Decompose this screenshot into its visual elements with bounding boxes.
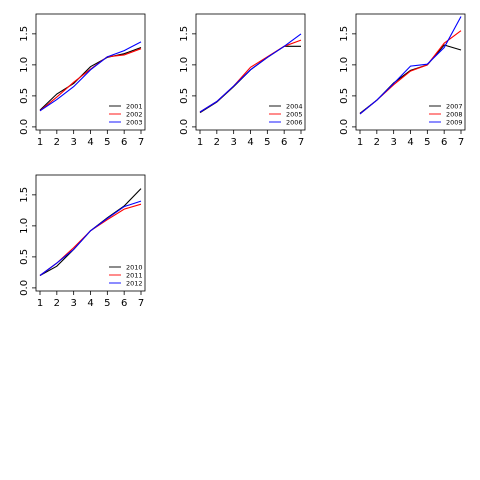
series-line-2001 <box>39 46 142 111</box>
legend-label-2002: 2002 <box>126 110 143 118</box>
y-tick-label: 1.5 <box>179 26 190 42</box>
x-tick-label: 5 <box>104 298 110 309</box>
x-tick-label: 6 <box>441 137 447 148</box>
legend-label-2010: 2010 <box>126 263 143 271</box>
x-tick-label: 6 <box>281 137 287 148</box>
x-tick-label: 5 <box>424 137 430 148</box>
y-tick-label: 1.0 <box>339 57 350 73</box>
x-tick-label: 4 <box>407 137 413 148</box>
y-tick-label: 0.0 <box>19 280 30 296</box>
x-tick-label: 5 <box>264 137 270 148</box>
x-tick-label: 3 <box>390 137 396 148</box>
y-tick-label: 0.5 <box>179 88 190 104</box>
legend-label-2005: 2005 <box>286 110 303 118</box>
x-tick-label: 4 <box>87 137 93 148</box>
x-tick-label: 2 <box>54 137 60 148</box>
series-line-2006 <box>199 33 302 113</box>
series-line-2009 <box>359 16 462 115</box>
series-line-2003 <box>39 41 142 112</box>
x-tick-label: 2 <box>374 137 380 148</box>
legend-label-2011: 2011 <box>126 271 143 279</box>
y-tick-label: 1.0 <box>19 218 30 234</box>
series-line-2012 <box>39 200 142 276</box>
legend-label-2012: 2012 <box>126 279 143 287</box>
x-tick-label: 5 <box>104 137 110 148</box>
legend-label-2007: 2007 <box>446 102 463 110</box>
legend-label-2008: 2008 <box>446 110 463 118</box>
x-tick-label: 7 <box>138 298 144 309</box>
legend-label-2003: 2003 <box>126 118 143 126</box>
y-tick-label: 1.0 <box>179 57 190 73</box>
x-tick-label: 1 <box>37 137 43 148</box>
x-tick-label: 3 <box>70 137 76 148</box>
legend-label-2004: 2004 <box>286 102 303 110</box>
x-tick-label: 3 <box>70 298 76 309</box>
x-tick-label: 6 <box>121 298 127 309</box>
y-tick-label: 0.5 <box>19 88 30 104</box>
x-tick-label: 3 <box>230 137 236 148</box>
legend-label-2001: 2001 <box>126 102 143 110</box>
y-tick-label: 0.0 <box>339 119 350 135</box>
legend-label-2006: 2006 <box>286 118 303 126</box>
x-tick-label: 1 <box>37 298 43 309</box>
y-tick-label: 0.0 <box>19 119 30 135</box>
x-tick-label: 7 <box>298 137 304 148</box>
x-tick-label: 1 <box>357 137 363 148</box>
x-tick-label: 7 <box>138 137 144 148</box>
x-tick-label: 7 <box>458 137 464 148</box>
y-tick-label: 1.5 <box>19 26 30 42</box>
y-tick-label: 1.5 <box>339 26 350 42</box>
y-tick-label: 1.5 <box>19 187 30 203</box>
x-tick-label: 4 <box>247 137 253 148</box>
x-tick-label: 4 <box>87 298 93 309</box>
legend-label-2009: 2009 <box>446 118 463 126</box>
x-tick-label: 2 <box>214 137 220 148</box>
y-tick-label: 0.5 <box>19 249 30 265</box>
y-tick-label: 0.5 <box>339 88 350 104</box>
x-tick-label: 1 <box>197 137 203 148</box>
x-tick-label: 2 <box>54 298 60 309</box>
series-line-2005 <box>199 39 302 113</box>
y-tick-label: 1.0 <box>19 57 30 73</box>
y-tick-label: 0.0 <box>179 119 190 135</box>
x-tick-label: 6 <box>121 137 127 148</box>
